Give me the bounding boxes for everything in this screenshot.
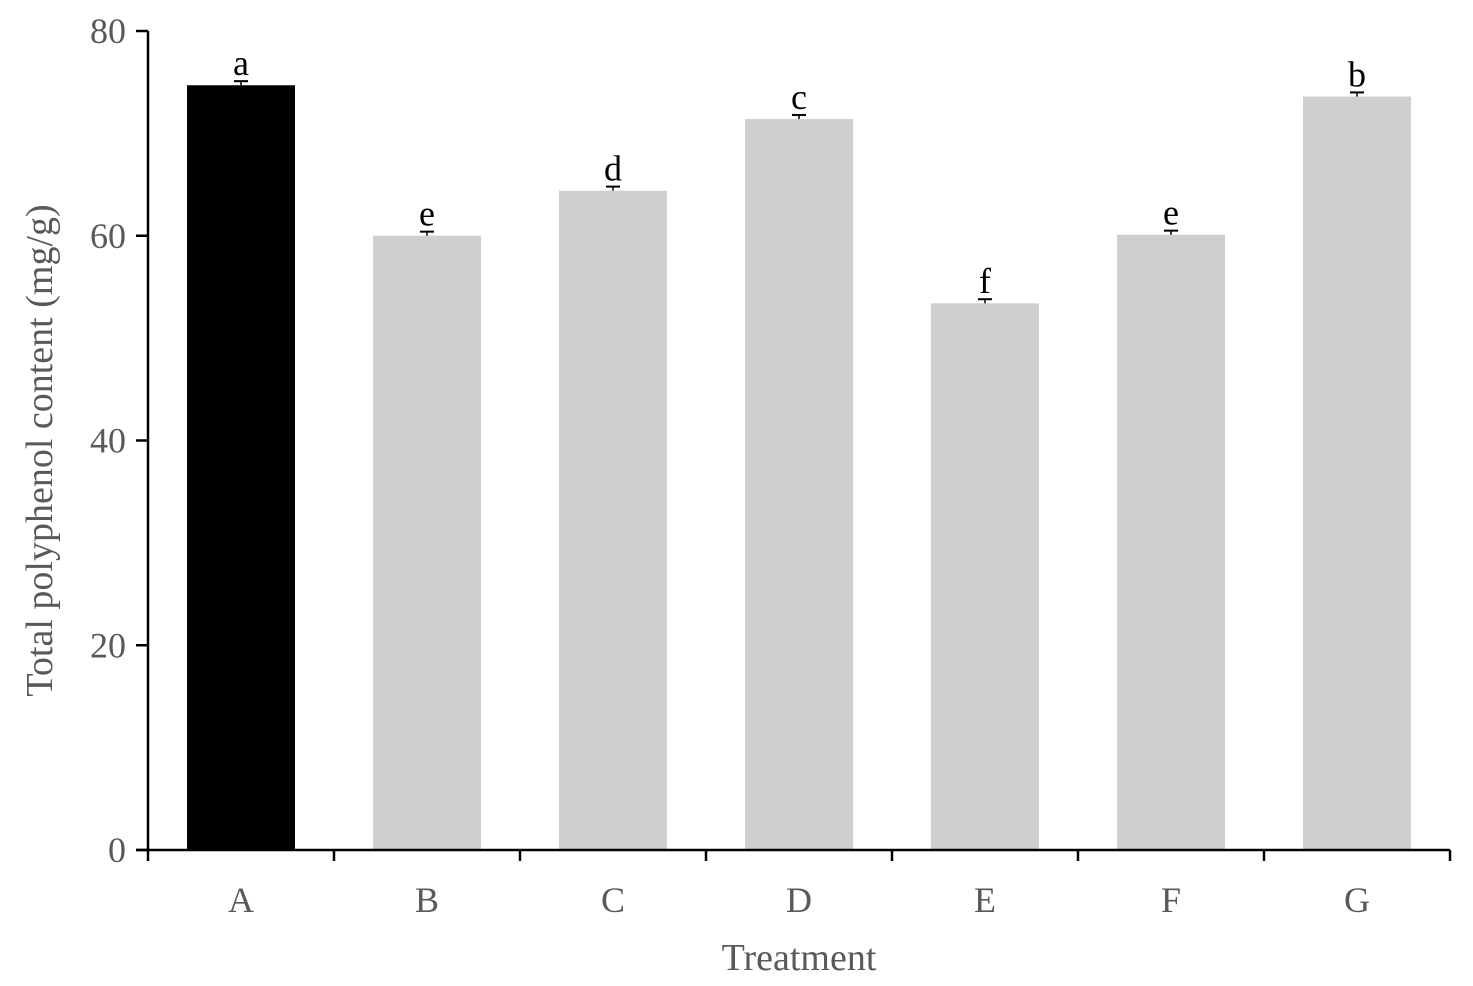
x-tick-label-D: D <box>786 880 812 920</box>
x-axis-title: Treatment <box>722 937 877 979</box>
significance-label-A: a <box>233 43 249 83</box>
bar-D <box>745 119 853 851</box>
significance-label-F: e <box>1163 193 1179 233</box>
x-tick-label-A: A <box>228 880 254 920</box>
bar-G <box>1303 96 1411 850</box>
x-tick-label-G: G <box>1344 880 1370 920</box>
significance-label-B: e <box>419 194 435 234</box>
bar-C <box>559 190 667 850</box>
x-tick-label-C: C <box>601 880 625 920</box>
x-tick-label-B: B <box>415 880 439 920</box>
x-tick-label-E: E <box>974 880 996 920</box>
bars-group: a e d c f e b <box>187 43 1411 851</box>
significance-label-G: b <box>1348 54 1366 94</box>
bar-F <box>1117 234 1225 850</box>
y-tick-label: 40 <box>90 421 126 461</box>
bar-A <box>187 85 295 851</box>
x-tick-label-F: F <box>1161 880 1181 920</box>
y-axis-title: Total polyphenol content (mg/g) <box>19 204 61 696</box>
significance-label-E: f <box>979 261 991 301</box>
significance-label-D: c <box>791 77 807 117</box>
bar-E <box>931 303 1039 850</box>
axes-group: A B C D E F G 0 20 40 60 80 <box>90 11 1452 920</box>
significance-label-C: d <box>604 149 622 189</box>
y-tick-label: 20 <box>90 625 126 665</box>
y-tick-label: 0 <box>108 830 126 870</box>
y-tick-label: 80 <box>90 11 126 51</box>
y-tick-label: 60 <box>90 216 126 256</box>
bar-B <box>373 235 481 850</box>
